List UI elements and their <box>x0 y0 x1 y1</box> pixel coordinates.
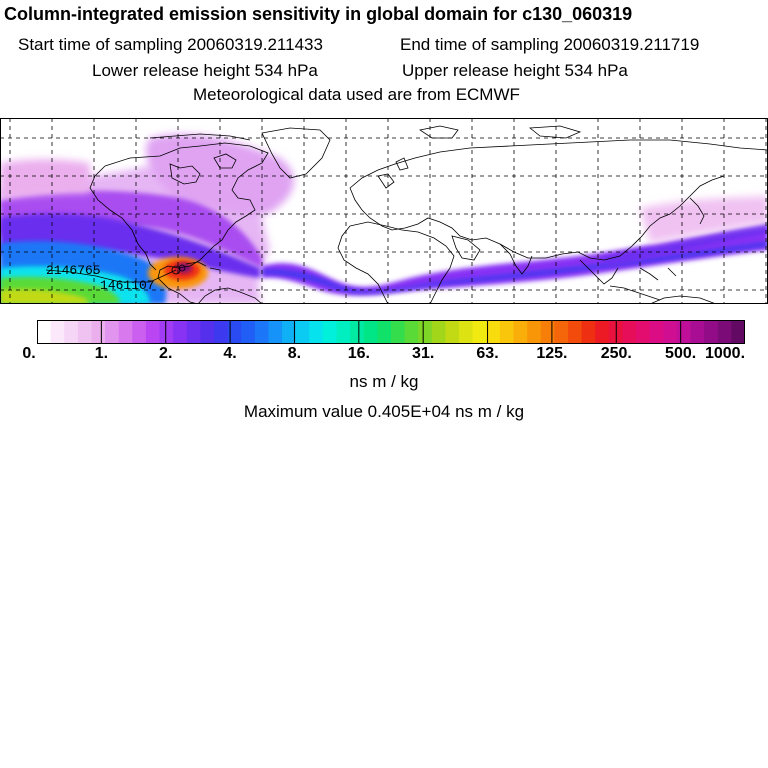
met-data-label: Meteorological data used are from ECMWF <box>193 85 520 104</box>
colorbar-swatch <box>64 320 79 344</box>
colorbar-swatch <box>581 320 596 344</box>
colorbar-swatch <box>254 320 270 344</box>
colorbar-swatch <box>663 320 678 344</box>
colorbar-tick-label: 0. <box>22 345 36 362</box>
colorbar-swatch <box>676 320 692 344</box>
emission-sensitivity-field <box>0 134 768 304</box>
colorbar-swatch <box>377 320 392 344</box>
maximum-value-label: Maximum value 0.405E+04 ns m / kg <box>243 402 525 421</box>
colorbar-swatch <box>159 320 174 344</box>
colorbar-swatch <box>731 320 745 344</box>
colorbar-tick-label: 1000. <box>704 345 746 362</box>
colorbar-tick-label: 31. <box>412 345 435 362</box>
colorbar-swatch <box>431 320 447 344</box>
colorbar-swatch <box>513 320 528 344</box>
colorbar-swatch <box>145 320 161 344</box>
colorbar-swatch <box>445 320 460 344</box>
colorbar-swatch <box>214 320 229 344</box>
colorbar-swatch <box>499 320 515 344</box>
colorbar-swatch <box>363 320 378 344</box>
colorbar-units: ns m / kg <box>349 372 419 391</box>
colorbar-tick-label: 16. <box>347 345 370 362</box>
colorbar-swatch <box>418 320 433 344</box>
colorbar-swatch <box>37 320 52 344</box>
colorbar-swatch <box>105 320 120 344</box>
colorbar-tick-label: 250. <box>600 345 632 362</box>
colorbar-swatch <box>350 320 365 344</box>
colorbar-swatch <box>636 320 651 344</box>
colorbar-swatch <box>132 320 147 344</box>
colorbar-swatch <box>554 320 569 344</box>
colorbar-swatch <box>649 320 664 344</box>
trajectory-label-2: 1461107 <box>100 278 155 293</box>
colorbar-swatch <box>527 320 542 344</box>
colorbar-swatch <box>336 320 351 344</box>
coastlines <box>89 125 768 304</box>
colorbar-swatch <box>309 320 324 344</box>
colorbar-swatch <box>295 320 310 344</box>
colorbar-swatch <box>472 320 487 344</box>
trajectory-markers <box>45 264 186 283</box>
plot-title: Column-integrated emission sensitivity i… <box>4 4 633 24</box>
colorbar-swatch <box>486 320 501 344</box>
colorbar-swatch <box>690 320 705 344</box>
colorbar-swatch <box>268 320 283 344</box>
colorbar-swatch <box>200 320 215 344</box>
end-time-label: End time of sampling 20060319.211719 <box>400 35 700 54</box>
colorbar-tick-label: 2. <box>159 345 173 362</box>
colorbar-swatch <box>186 320 201 344</box>
colorbar-swatch <box>241 320 256 344</box>
colorbar-tick-label: 8. <box>287 345 302 362</box>
colorbar-swatch <box>595 320 610 344</box>
start-time-label: Start time of sampling 20060319.211433 <box>18 35 323 54</box>
colorbar-swatch <box>173 320 188 344</box>
colorbar-swatch <box>717 320 732 344</box>
colorbar <box>37 320 745 344</box>
colorbar-swatch <box>704 320 719 344</box>
colorbar-frame <box>37 320 745 344</box>
sensitivity-map: 2146765 1461107 <box>0 118 768 304</box>
colorbar-swatch <box>622 320 637 344</box>
colorbar-swatch <box>391 320 406 344</box>
colorbar-tick-label: 125. <box>536 345 568 362</box>
colorbar-swatch <box>118 320 133 344</box>
colorbar-swatch <box>227 320 242 344</box>
colorbar-swatch <box>50 320 65 344</box>
colorbar-swatch <box>459 320 474 344</box>
colorbar-swatch <box>282 320 297 344</box>
colorbar-swatch <box>568 320 583 344</box>
colorbar-swatch <box>404 320 419 344</box>
trajectory-label-1: 2146765 <box>46 263 101 278</box>
colorbar-swatch <box>322 320 338 344</box>
colorbar-tick-label: 500. <box>665 345 697 362</box>
colorbar-tick-label: 1. <box>94 345 109 362</box>
colorbar-swatch <box>77 320 93 344</box>
colorbar-swatch <box>540 320 555 344</box>
upper-release-height-label: Upper release height 534 hPa <box>402 61 628 80</box>
colorbar-tick-label: 4. <box>223 345 237 362</box>
lower-release-height-label: Lower release height 534 hPa <box>92 61 318 80</box>
lat-lon-grid <box>0 118 768 304</box>
colorbar-swatch <box>91 320 106 344</box>
map-svg: 2146765 1461107 <box>0 118 768 304</box>
colorbar-tick-label: 63. <box>476 345 499 362</box>
